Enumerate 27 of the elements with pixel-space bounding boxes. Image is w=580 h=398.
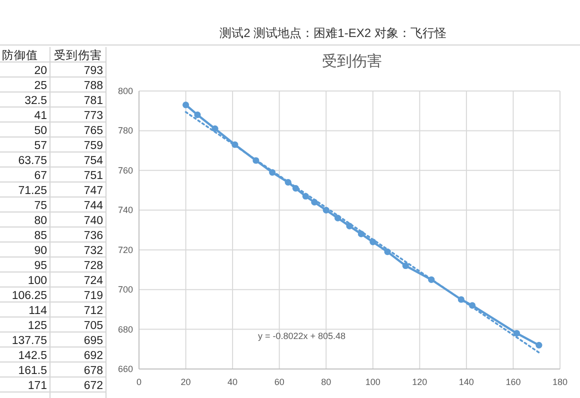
y-tick-label: 780 <box>118 126 133 136</box>
chart-title: 受到伤害 <box>322 53 382 70</box>
y-tick-label: 760 <box>118 165 133 176</box>
y-tick-label: 800 <box>118 86 133 96</box>
point <box>194 112 201 118</box>
point <box>513 330 520 337</box>
y-tick-label: 680 <box>118 324 133 334</box>
table: 防御值 受到伤害 20 793 25 788 32.5 781 41 773 50 765 57 759 63.75 754 67 751 71.25 747 75 744 80 740 85 736 90 732 95 728 100 724 106.25 719 114 712 125 705 137.75 695 142.5 692 161.5 678 171 672 <box>0 46 106 398</box>
y-tick-label: 700 <box>118 284 133 295</box>
x-tick-label: 120 <box>412 377 428 387</box>
y-tick-label: 720 <box>118 244 133 255</box>
point <box>182 102 190 108</box>
x-tick-label: 140 <box>458 377 474 387</box>
x-tick-label: 180 <box>552 377 568 387</box>
x-tick-label: 160 <box>506 377 521 387</box>
x-tick-label: 80 <box>321 377 332 387</box>
x-tick-label: 20 <box>180 377 191 387</box>
text: 测试2 测试地点：困难1-EX2 对象：飞行怪 <box>220 26 446 40</box>
x-tick-label: 100 <box>365 377 380 387</box>
y-tick-label: 740 <box>118 205 133 216</box>
x-tick-label: 60 <box>274 377 284 387</box>
x-tick-label: 0 <box>136 377 142 387</box>
point <box>536 342 542 348</box>
x-tick-label: 40 <box>228 377 238 387</box>
annotation: y = -0.8022x + 805.48 <box>258 331 346 341</box>
y-tick-label: 660 <box>118 364 133 374</box>
point <box>402 262 409 270</box>
